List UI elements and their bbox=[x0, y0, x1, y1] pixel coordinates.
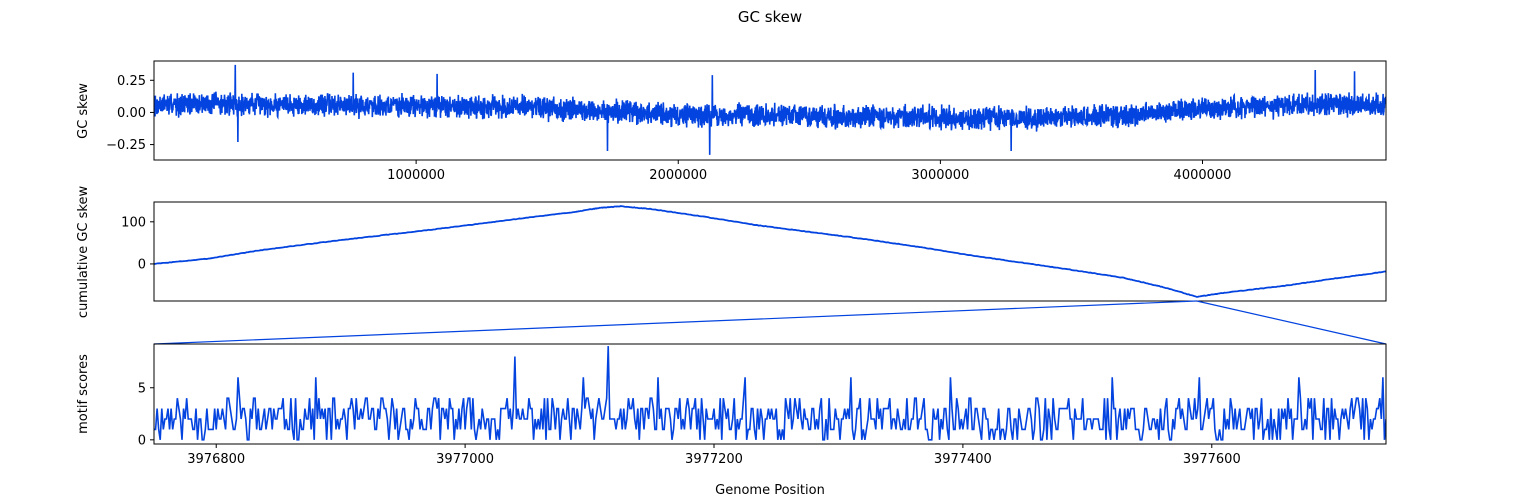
motif-scores-xtick-label: 3977400 bbox=[934, 452, 992, 467]
cumulative-gc-skew-panel: 100 0 cumulative GC skew bbox=[76, 186, 1387, 319]
motif-scores-ytick-label: 5 bbox=[138, 381, 146, 396]
gc-skew-ytick-label: 0.00 bbox=[117, 106, 146, 121]
gc-skew-axes-frame bbox=[153, 60, 1387, 161]
gc-skew-xtick-label: 4000000 bbox=[1174, 168, 1232, 183]
zoom-connector-right bbox=[1196, 300, 1387, 345]
cumulative-gc-skew-ytick-label: 100 bbox=[121, 215, 146, 230]
motif-scores-xlabel: Genome Position bbox=[715, 483, 825, 498]
gc-skew-xtick-label: 1000000 bbox=[387, 168, 445, 183]
motif-scores-xtick-label: 3976800 bbox=[187, 452, 245, 467]
cumulative-gc-skew-axes-frame bbox=[153, 201, 1387, 302]
motif-scores-xtick-label: 3977000 bbox=[436, 452, 494, 467]
gc-skew-ylabel: GC skew bbox=[76, 83, 91, 139]
motif-scores-axes-frame bbox=[153, 343, 1387, 445]
gc-skew-ytick-label: 0.25 bbox=[117, 74, 146, 89]
motif-scores-panel: 3976800 3977000 3977200 3977400 3977600 50 m… bbox=[76, 343, 1387, 498]
motif-scores-x-ticks: 3976800 3977000 3977200 3977400 3977600 bbox=[187, 444, 1241, 467]
gc-skew-line bbox=[154, 64, 1386, 155]
zoom-connector-left bbox=[153, 300, 1197, 345]
figure-title: GC skew bbox=[738, 8, 802, 26]
cumulative-gc-skew-series bbox=[153, 205, 1387, 298]
motif-scores-ytick-label: 0 bbox=[138, 433, 146, 448]
gc-skew-series bbox=[154, 64, 1386, 155]
cumulative-gc-skew-ylabel: cumulative GC skew bbox=[76, 186, 91, 319]
motif-scores-line bbox=[154, 346, 1386, 441]
cumulative-gc-skew-ytick-label: 0 bbox=[138, 257, 146, 272]
motif-scores-y-ticks: 50 bbox=[138, 381, 154, 448]
gc-skew-xtick-label: 3000000 bbox=[911, 168, 969, 183]
gc-skew-x-ticks: 1000000 2000000 3000000 4000000 bbox=[387, 160, 1231, 183]
zoom-connector bbox=[153, 300, 1387, 345]
gc-skew-ytick-label: −0.25 bbox=[106, 138, 146, 153]
cumulative-gc-skew-y-ticks: 100 0 bbox=[121, 215, 154, 272]
gc-skew-xtick-label: 2000000 bbox=[649, 168, 707, 183]
motif-scores-ylabel: motif scores bbox=[76, 354, 91, 434]
gc-skew-panel: 1000000 2000000 3000000 4000000 0.25 0.00 −0.… bbox=[76, 60, 1387, 183]
gc-skew-y-ticks: 0.25 0.00 −0.25 bbox=[106, 74, 154, 153]
motif-scores-xtick-label: 3977200 bbox=[685, 452, 743, 467]
motif-scores-series bbox=[154, 346, 1386, 441]
motif-scores-xtick-label: 3977600 bbox=[1183, 452, 1241, 467]
cumulative-gc-skew-line bbox=[153, 205, 1387, 298]
